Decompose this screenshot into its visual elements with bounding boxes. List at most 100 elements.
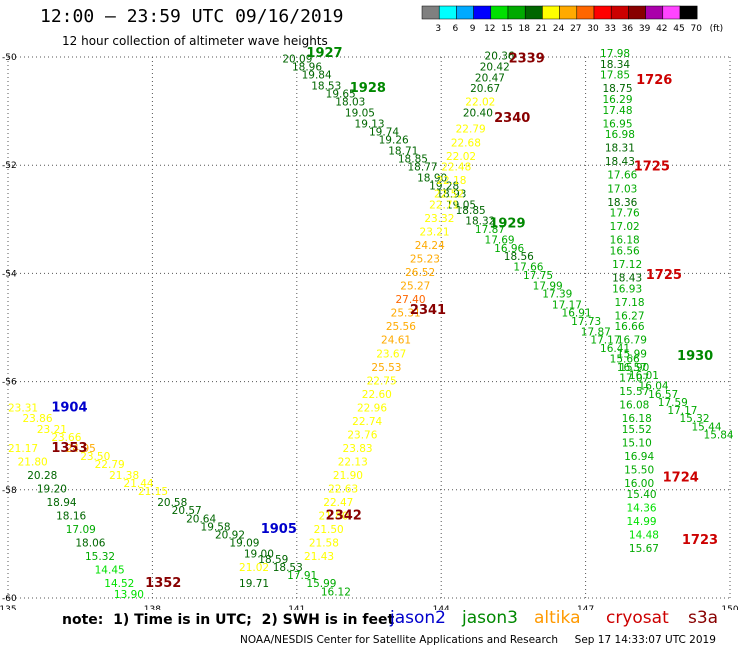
swh-value: 25.56 [386, 321, 416, 333]
scale-tick-label: 45 [673, 24, 684, 34]
swh-value: 15.84 [704, 429, 734, 441]
swh-value: 23.86 [22, 413, 52, 425]
swh-value: 15.32 [85, 551, 115, 563]
swh-value: 24.61 [381, 335, 411, 347]
y-tick-label: -54 [2, 269, 17, 279]
time-label: 1352 [145, 576, 181, 591]
swh-value: 17.09 [66, 524, 96, 536]
swh-value: 21.44 [124, 478, 154, 490]
scale-tick-label: 24 [553, 24, 565, 34]
swh-value: 17.59 [658, 397, 688, 409]
swh-value: 17.17 [590, 335, 620, 347]
swh-value: 16.57 [617, 362, 647, 374]
swh-value: 17.85 [600, 70, 630, 82]
swh-value: 20.40 [463, 108, 493, 120]
swh-value: 22.02 [446, 151, 476, 163]
swh-value: 18.59 [258, 554, 288, 566]
swh-value: 23.32 [424, 213, 454, 225]
swh-value: 17.75 [523, 270, 553, 282]
swh-value: 15.99 [306, 578, 336, 590]
swh-value: 23.21 [420, 227, 450, 239]
time-label: 1723 [682, 533, 718, 548]
swh-value: 16.91 [562, 308, 592, 320]
swh-value: 15.90 [619, 362, 649, 374]
swh-value: 17.39 [542, 289, 572, 301]
swh-value: 22.79 [456, 124, 486, 136]
scale-tick-label: 33 [604, 24, 615, 34]
swh-value: 20.42 [480, 62, 510, 74]
swh-value: 22.52 [434, 189, 464, 201]
swh-value: 16.18 [610, 235, 640, 247]
time-label: 1930 [677, 349, 713, 364]
swh-value: 23.67 [376, 348, 406, 360]
swh-value: 19.28 [429, 181, 459, 193]
swh-value: 19.00 [244, 548, 274, 560]
swh-value: 18.32 [465, 216, 495, 228]
swh-value: 25.31 [391, 308, 421, 320]
swh-value: 14.36 [627, 502, 657, 514]
scale-tick-label: 30 [587, 24, 599, 34]
swh-value: 17.17 [552, 300, 582, 312]
plot-area: 135 138 141 144 147 150 -50 -52 -54 -56 -58 -60 20.0… [0, 46, 739, 610]
swh-value: 18.90 [417, 172, 447, 184]
swh-value: 18.06 [75, 538, 105, 550]
swh-value: 18.85 [398, 153, 428, 165]
swh-value: 25.27 [400, 281, 430, 293]
swh-value: 18.03 [335, 97, 365, 109]
swh-value: 19.09 [229, 538, 259, 550]
swh-value: 20.64 [186, 513, 216, 525]
swh-value: 20.36 [485, 51, 515, 63]
x-tick-label: 147 [577, 605, 594, 610]
swh-value: 18.75 [602, 83, 632, 95]
swh-value: 27.40 [395, 294, 425, 306]
time-label: 1725 [646, 268, 682, 283]
swh-value: 21.15 [138, 486, 168, 498]
swh-value: 20.67 [470, 83, 500, 95]
y-tick-label: -60 [2, 594, 17, 604]
scale-tick-label: 39 [639, 24, 651, 34]
swh-value: 20.92 [215, 529, 245, 541]
swh-value: 15.52 [622, 424, 652, 436]
time-label: 1929 [489, 216, 525, 231]
y-tick-label: -50 [2, 53, 17, 63]
time-label: 1927 [306, 46, 342, 61]
scale-tick-label: 36 [622, 24, 634, 34]
time-label: 2340 [494, 111, 530, 126]
scale-tick-label: 15 [501, 24, 512, 34]
swh-value: 16.27 [614, 310, 644, 322]
swh-value: 16.00 [624, 478, 654, 490]
swh-value: 22.47 [323, 497, 353, 509]
swh-value: 16.94 [624, 451, 654, 463]
swh-value: 16.95 [602, 118, 632, 130]
x-tick-label: 150 [721, 605, 738, 610]
scale-tick-label: 3 [435, 24, 441, 34]
swh-value: 18.31 [605, 143, 635, 155]
swh-value: 23.31 [8, 402, 38, 414]
legend-altika: altika [534, 608, 581, 628]
scale-swatch [679, 5, 698, 20]
swh-value: 23.83 [343, 443, 373, 455]
swh-value: 22.18 [436, 175, 466, 187]
swh-value: 20.58 [157, 497, 187, 509]
swh-value: 16.98 [605, 129, 635, 141]
swh-value: 18.16 [56, 511, 86, 523]
swh-value: 17.73 [571, 316, 601, 328]
swh-value: 18.36 [607, 197, 637, 209]
swh-value: 15.10 [622, 438, 652, 450]
swh-value: 23.21 [37, 424, 67, 436]
x-tick-label: 135 [0, 605, 17, 610]
time-label: 1724 [663, 471, 699, 486]
x-tick-label: 144 [433, 605, 450, 610]
swh-value: 21.43 [304, 551, 334, 563]
swh-value: 16.57 [648, 389, 678, 401]
swh-value: 15.50 [624, 465, 654, 477]
swh-value: 15.66 [610, 354, 640, 366]
swh-value: 22.96 [357, 402, 387, 414]
x-tick-label: 141 [288, 605, 305, 610]
swh-value: 24.95 [66, 443, 96, 455]
swh-value: 18.94 [47, 497, 77, 509]
swh-value: 15.57 [619, 386, 649, 398]
swh-value: 17.18 [614, 297, 644, 309]
swh-value: 21.50 [314, 524, 344, 536]
swh-value: 17.98 [600, 48, 630, 60]
